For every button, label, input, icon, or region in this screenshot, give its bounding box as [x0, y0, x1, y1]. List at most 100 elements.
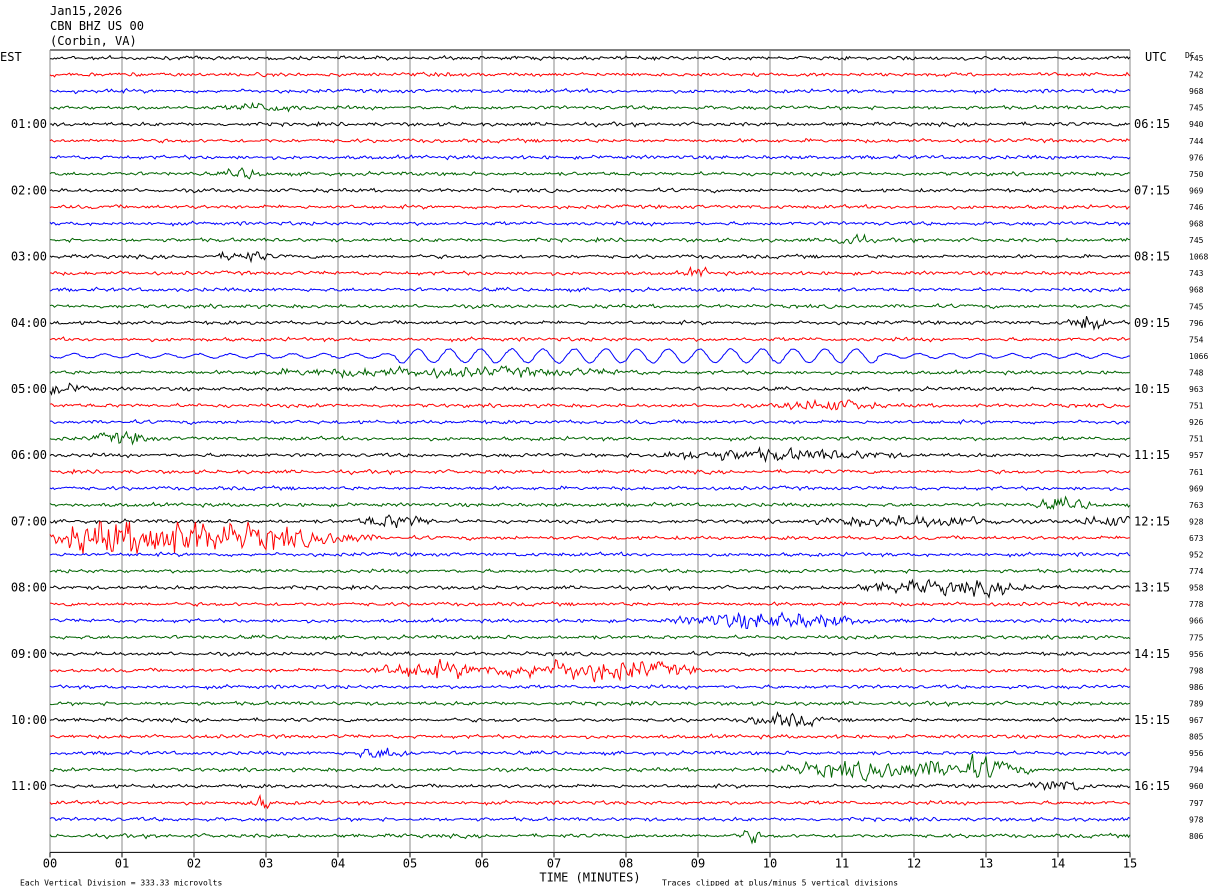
seismic-trace — [49, 468, 1131, 476]
dc-offset-label: 968 — [1189, 220, 1204, 229]
location-label: (Corbin, VA) — [50, 34, 137, 48]
right-hour-label: 07:15 — [1134, 183, 1170, 197]
x-tick-label: 00 — [43, 856, 57, 870]
station-label: CBN BHZ US 00 — [50, 19, 144, 33]
right-hour-label: 15:15 — [1134, 713, 1170, 727]
seismic-trace — [49, 747, 1131, 759]
clip-footnote: Traces clipped at plus/minus 5 vertical … — [662, 878, 898, 886]
seismic-trace — [49, 578, 1131, 599]
dc-offset-label: 966 — [1189, 617, 1204, 626]
dc-offset-label: 940 — [1189, 120, 1204, 129]
seismic-trace — [49, 137, 1131, 144]
dc-offset-label: 761 — [1189, 468, 1204, 477]
dc-offset-label: 750 — [1189, 170, 1204, 179]
left-hour-label: 07:00 — [11, 514, 47, 528]
left-hour-label: 09:00 — [11, 647, 47, 661]
dc-offset-label: 967 — [1189, 716, 1204, 725]
seismic-trace — [49, 316, 1131, 331]
dc-offset-label: 746 — [1189, 203, 1204, 212]
seismic-trace — [49, 398, 1131, 411]
dc-offset-label: 743 — [1189, 269, 1204, 278]
right-hour-label: 06:15 — [1134, 117, 1170, 131]
dc-offset-label: 744 — [1189, 137, 1204, 146]
dc-offset-label: 1066 — [1189, 352, 1208, 361]
dc-offset-label: 806 — [1189, 832, 1204, 841]
seismic-trace — [49, 600, 1131, 608]
dc-offset-label: 796 — [1189, 319, 1204, 328]
dc-offset-label: 745 — [1189, 302, 1204, 311]
seismic-trace — [49, 101, 1131, 113]
seismic-trace — [49, 154, 1131, 161]
seismic-trace — [49, 203, 1131, 211]
x-tick-label: 07 — [547, 856, 561, 870]
left-hour-label: 02:00 — [11, 183, 47, 197]
dc-offset-label: 956 — [1189, 650, 1204, 659]
seismic-trace — [49, 753, 1131, 782]
left-hour-label: 01:00 — [11, 117, 47, 131]
dc-offset-label: 673 — [1189, 534, 1204, 543]
right-hour-label: 13:15 — [1134, 581, 1170, 595]
x-tick-label: 11 — [835, 856, 849, 870]
dc-offset-label: 797 — [1189, 799, 1204, 808]
left-timezone-label: EST — [0, 50, 22, 64]
seismic-trace — [49, 781, 1131, 792]
minute-grid — [49, 49, 1131, 858]
x-tick-label: 04 — [331, 856, 345, 870]
x-tick-label: 13 — [979, 856, 993, 870]
seismic-trace — [49, 683, 1131, 691]
dc-offset-label: 968 — [1189, 87, 1204, 96]
dc-offset-label: 789 — [1189, 699, 1204, 708]
seismic-trace — [49, 303, 1131, 310]
dc-offset-label: 969 — [1189, 186, 1204, 195]
seismic-trace — [49, 265, 1131, 278]
chart-labels: 00 01 02 03 04 05 06 07 08 09 10 11 12 13 14 15 EST UTC DC… — [0, 50, 1208, 886]
dc-offset-label: 805 — [1189, 733, 1204, 742]
x-tick-label: 08 — [619, 856, 633, 870]
dc-offset-label: 775 — [1189, 633, 1204, 642]
seismic-trace — [49, 250, 1131, 264]
seismic-trace — [49, 167, 1131, 180]
seismic-trace — [49, 521, 1131, 554]
seismic-trace — [49, 347, 1130, 364]
seismic-trace — [50, 611, 1131, 630]
left-hour-label: 10:00 — [11, 713, 47, 727]
seismic-trace — [49, 418, 1131, 426]
x-tick-label: 15 — [1123, 856, 1137, 870]
dc-offset-label: 763 — [1189, 501, 1204, 510]
left-hour-label: 08:00 — [11, 581, 47, 595]
seismic-trace — [49, 446, 1131, 464]
left-hour-label: 03:00 — [11, 250, 47, 264]
scale-footnote: Each Vertical Division = 333.33 microvol… — [20, 878, 222, 886]
x-axis-title: TIME (MINUTES) — [539, 870, 640, 884]
dc-offset-label: 978 — [1189, 815, 1204, 824]
seismic-trace — [49, 710, 1131, 728]
dc-offset-label: 963 — [1189, 385, 1204, 394]
dc-offset-label: 745 — [1189, 54, 1204, 63]
dc-offset-label: 952 — [1189, 551, 1204, 560]
seismic-trace — [49, 121, 1130, 128]
seismic-trace — [49, 551, 1131, 558]
dc-offset-label: 751 — [1189, 435, 1204, 444]
right-hour-label: 16:15 — [1134, 779, 1170, 793]
dc-offset-label: 745 — [1189, 236, 1204, 245]
dc-offset-label: 969 — [1189, 484, 1204, 493]
dc-offset-label: 754 — [1189, 335, 1204, 344]
dc-offset-label: 958 — [1189, 584, 1204, 593]
left-hour-label: 05:00 — [11, 382, 47, 396]
seismic-trace — [49, 365, 1131, 380]
seismic-trace — [49, 794, 1131, 810]
x-tick-label: 14 — [1051, 856, 1065, 870]
dc-offset-label: 960 — [1189, 782, 1204, 791]
dc-offset-label: 742 — [1189, 71, 1204, 80]
dc-offset-label: 745 — [1189, 104, 1204, 113]
dc-offset-label: 976 — [1189, 153, 1204, 162]
right-timezone-label: UTC — [1145, 50, 1167, 64]
seismic-trace — [49, 634, 1131, 641]
right-hour-label: 10:15 — [1134, 382, 1170, 396]
right-hour-label: 11:15 — [1134, 448, 1170, 462]
x-tick-label: 10 — [763, 856, 777, 870]
left-hour-label: 11:00 — [11, 779, 47, 793]
seismic-trace — [49, 233, 1131, 245]
dc-offset-label: 956 — [1189, 749, 1204, 758]
